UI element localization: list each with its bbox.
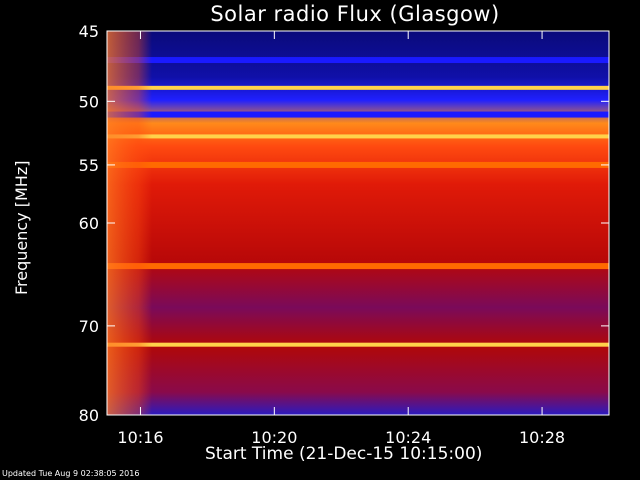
x-axis-label: Start Time (21-Dec-15 10:15:00): [205, 444, 483, 464]
y-tick-label-0: 45: [79, 22, 99, 41]
y-tick-label-2: 55: [79, 156, 99, 175]
band-3: [107, 134, 609, 139]
y-axis: 45 50 55 60 70 80: [79, 22, 609, 425]
update-timestamp: Updated Tue Aug 9 02:38:05 2016: [2, 469, 140, 478]
band-1: [107, 85, 609, 90]
band-2: [107, 111, 609, 118]
plot-area: [106, 30, 610, 416]
y-tick-label-4: 70: [79, 317, 99, 336]
band-5: [107, 263, 609, 270]
x-tick-label-0: 10:16: [117, 428, 163, 447]
x-tick-label-1: 10:20: [251, 428, 297, 447]
y-tick-label-3: 60: [79, 214, 99, 233]
heatmap-background: [107, 31, 609, 415]
x-axis: 10:16 10:20 10:24 10:28: [117, 31, 565, 447]
chart-title: Solar radio Flux (Glasgow): [210, 2, 500, 26]
y-tick-label-1: 50: [79, 92, 99, 111]
x-tick-label-2: 10:24: [385, 428, 431, 447]
y-tick-label-5: 80: [79, 406, 99, 425]
band-6: [107, 342, 609, 347]
x-tick-label-3: 10:28: [519, 428, 565, 447]
frequency-bands: [107, 57, 609, 347]
band-0: [107, 57, 609, 64]
band-4: [107, 161, 609, 168]
